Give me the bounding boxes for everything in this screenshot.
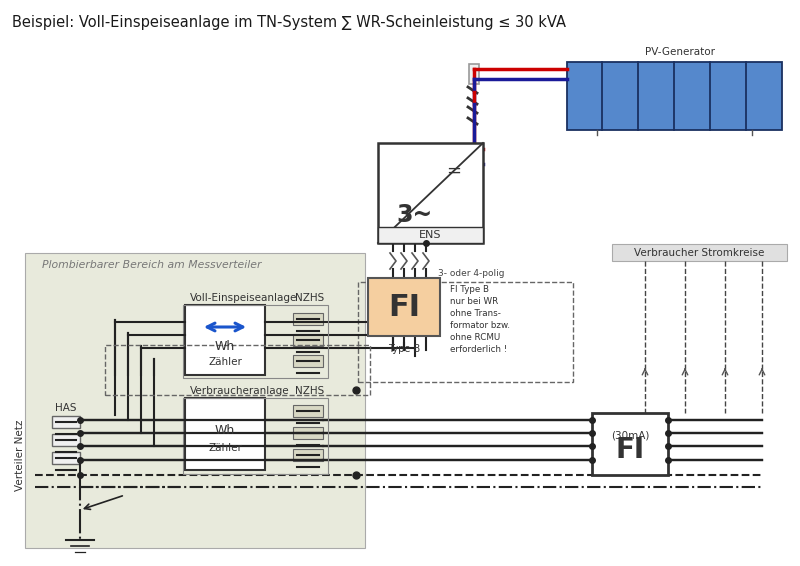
- Bar: [185, 398, 265, 470]
- Bar: [293, 427, 323, 439]
- Text: erforderlich !: erforderlich !: [450, 345, 507, 354]
- Text: HAS: HAS: [55, 403, 77, 413]
- Bar: [183, 305, 328, 378]
- Text: 3~: 3~: [397, 203, 433, 227]
- Bar: [52, 434, 80, 446]
- Text: Wh: Wh: [215, 423, 235, 436]
- Bar: [469, 64, 479, 84]
- Text: FI: FI: [615, 436, 645, 464]
- Bar: [52, 416, 80, 428]
- Bar: [183, 398, 328, 474]
- Text: Type B: Type B: [388, 344, 420, 354]
- Text: FI Type B: FI Type B: [450, 285, 489, 294]
- Bar: [592, 413, 668, 475]
- Bar: [293, 334, 323, 346]
- Bar: [378, 143, 483, 243]
- Text: NZHS: NZHS: [295, 293, 324, 303]
- Text: Wh: Wh: [215, 341, 235, 354]
- Text: PV-Generator: PV-Generator: [645, 47, 714, 57]
- Bar: [293, 449, 323, 461]
- Bar: [25, 253, 365, 548]
- Text: Plombierbarer Bereich am Messverteiler: Plombierbarer Bereich am Messverteiler: [42, 260, 262, 270]
- Text: Verbraucher Stromkreise: Verbraucher Stromkreise: [634, 247, 765, 258]
- Text: Zähler: Zähler: [208, 443, 242, 453]
- Bar: [378, 227, 483, 243]
- Text: nur bei WR: nur bei WR: [450, 297, 498, 306]
- Text: NZHS: NZHS: [295, 386, 324, 396]
- Bar: [105, 345, 370, 395]
- Text: ENS: ENS: [419, 230, 442, 240]
- Bar: [52, 452, 80, 464]
- Bar: [567, 62, 782, 130]
- Bar: [293, 313, 323, 325]
- Text: Verteiler Netz: Verteiler Netz: [15, 419, 25, 491]
- Text: Voll-Einspeiseanlage: Voll-Einspeiseanlage: [190, 293, 298, 303]
- Text: Beispiel: Voll-Einspeiseanlage im TN-System ∑ WR-Scheinleistung ≤ 30 kVA: Beispiel: Voll-Einspeiseanlage im TN-Sys…: [12, 15, 566, 30]
- Text: ohne Trans-: ohne Trans-: [450, 309, 501, 318]
- Text: (30mA): (30mA): [611, 430, 649, 440]
- Text: ohne RCMU: ohne RCMU: [450, 333, 500, 342]
- Bar: [293, 355, 323, 367]
- Text: 3- oder 4-polig: 3- oder 4-polig: [438, 268, 505, 277]
- Text: formator bzw.: formator bzw.: [450, 321, 510, 330]
- Text: Verbraucheranlage: Verbraucheranlage: [190, 386, 290, 396]
- Bar: [358, 282, 573, 382]
- Bar: [612, 244, 787, 261]
- Bar: [368, 278, 440, 336]
- Bar: [185, 305, 265, 375]
- Bar: [293, 405, 323, 417]
- Text: Zähler: Zähler: [208, 357, 242, 367]
- Text: FI: FI: [388, 293, 420, 321]
- Text: =: =: [446, 162, 461, 180]
